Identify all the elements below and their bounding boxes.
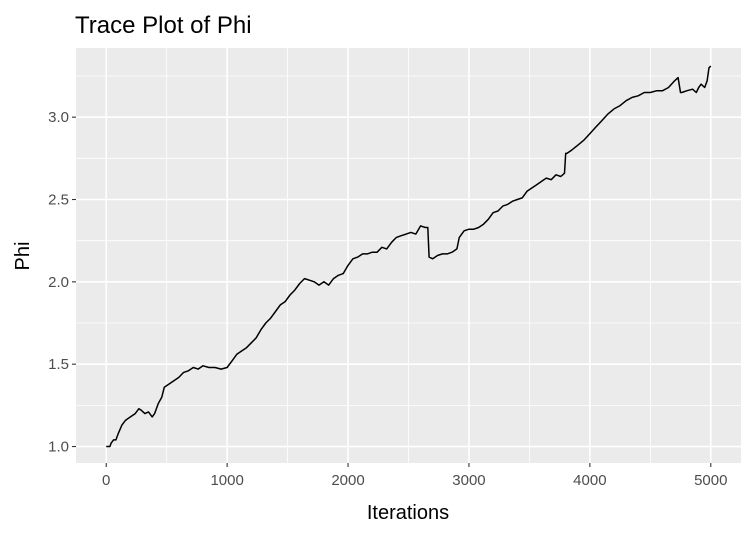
x-tick-label-4: 4000 xyxy=(573,472,606,489)
y-axis-title: Phi xyxy=(12,242,34,271)
y-tick-label-3: 2.5 xyxy=(48,192,69,209)
major-gridlines xyxy=(76,48,741,463)
chart-title: Trace Plot of Phi xyxy=(75,12,252,39)
y-tick-label-2: 2.0 xyxy=(48,274,69,291)
x-tick-label-1: 1000 xyxy=(210,472,243,489)
x-tick-label-0: 0 xyxy=(102,472,110,489)
y-tick-label-0: 1.0 xyxy=(48,439,69,456)
x-tick-label-2: 2000 xyxy=(331,472,364,489)
x-axis-title: Iterations xyxy=(367,502,449,524)
x-tick-label-3: 3000 xyxy=(452,472,485,489)
phi-trace-line xyxy=(106,65,712,448)
x-axis: 0 1000 2000 3000 4000 5000 xyxy=(102,463,727,489)
y-axis: 1.0 1.5 2.0 2.5 3.0 xyxy=(48,109,76,456)
x-tick-label-5: 5000 xyxy=(694,472,727,489)
y-tick-label-1: 1.5 xyxy=(48,356,69,373)
y-tick-label-4: 3.0 xyxy=(48,109,69,126)
